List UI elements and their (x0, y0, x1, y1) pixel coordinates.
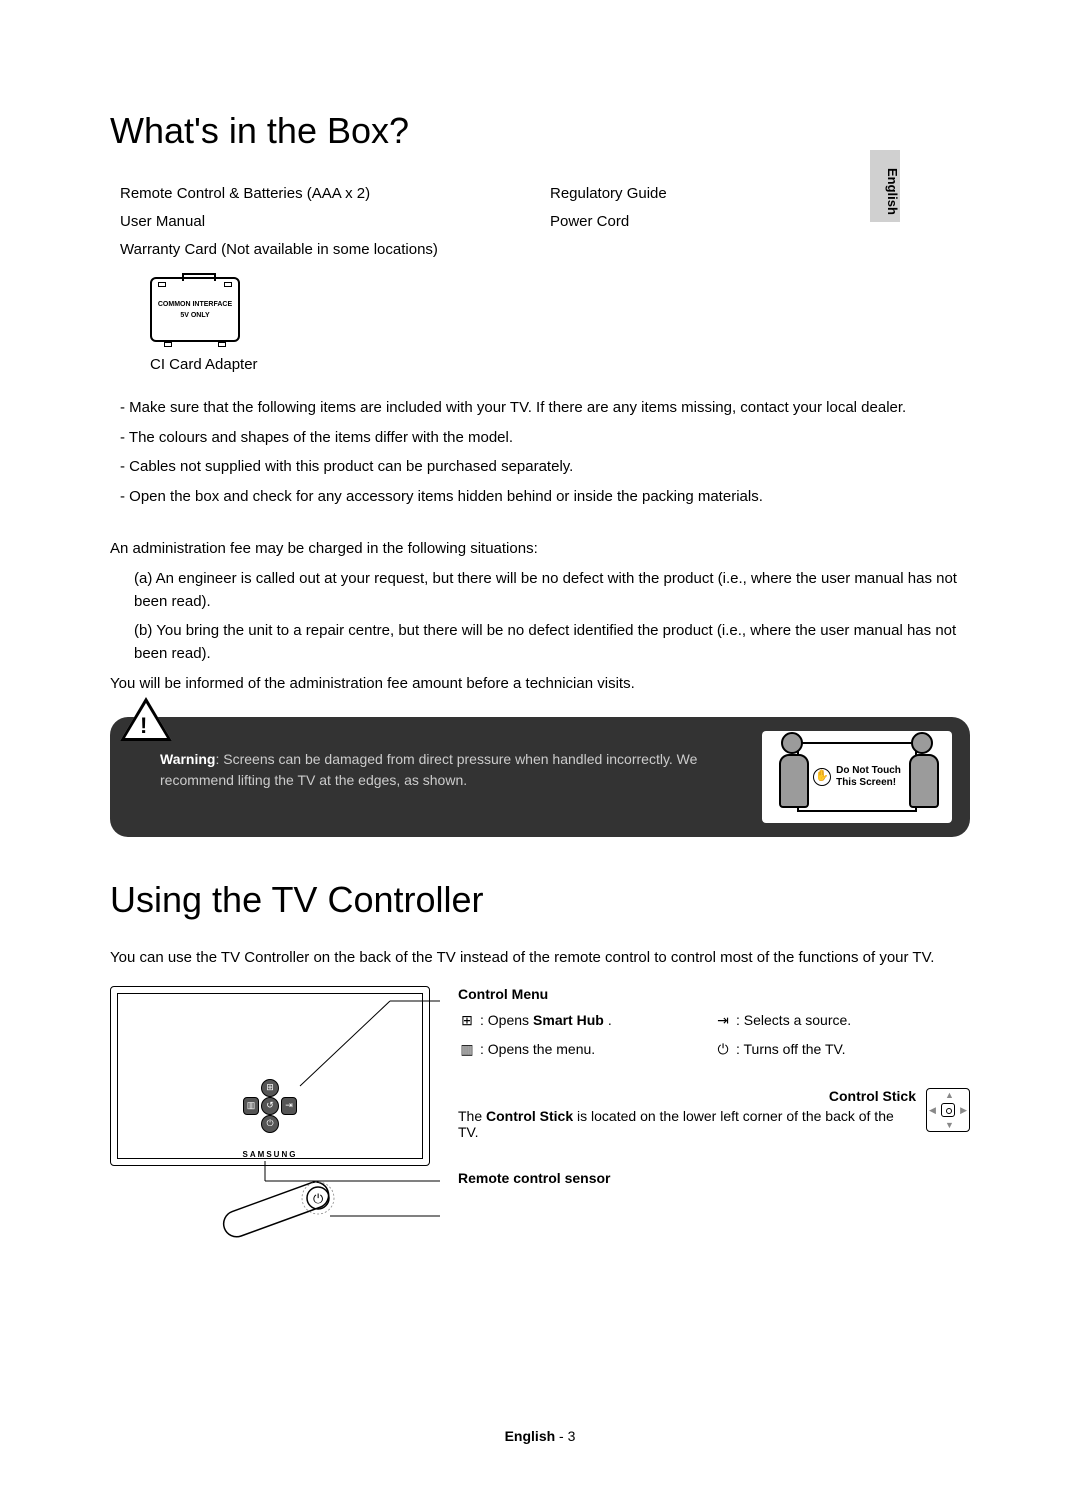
admin-fee-intro: An administration fee may be charged in … (110, 537, 970, 560)
box-item: Regulatory Guide (540, 180, 970, 208)
ci-card-line2: 5V ONLY (180, 310, 209, 321)
warning-callout: ! Warning: Screens can be damaged from d… (110, 717, 970, 837)
tv-carry-icon: ✋ Do Not Touch This Screen! (797, 742, 917, 812)
note-item: Open the box and check for any accessory… (110, 484, 970, 510)
source-button-icon: ⇥ (281, 1097, 297, 1115)
box-item: Power Cord (540, 208, 970, 236)
menu-icon: ▥ (458, 1041, 476, 1058)
person-right-icon (911, 732, 933, 754)
footer-language: English (505, 1428, 556, 1444)
legend-source: ⇥ : Selects a source. (714, 1012, 970, 1029)
heading-tv-controller: Using the TV Controller (110, 879, 970, 921)
admin-fee-outro: You will be informed of the administrati… (110, 672, 970, 695)
remote-sensor-label: Remote control sensor (458, 1170, 970, 1186)
note-item: Cables not supplied with this product ca… (110, 454, 970, 480)
warning-body: : Screens can be damaged from direct pre… (160, 751, 697, 788)
note-item: Make sure that the following items are i… (110, 395, 970, 421)
ci-card-illustration: COMMON INTERFACE 5V ONLY (150, 277, 970, 342)
smarthub-icon: ⊞ (458, 1012, 476, 1029)
tv-screen-icon: ⊞ ▥ ↺ ⇥ ⏻ SAMSUNG (110, 986, 430, 1166)
legend-menu: ▥ : Opens the menu. (458, 1041, 714, 1058)
box-contents-right: Regulatory Guide Power Cord (540, 180, 970, 263)
box-contents-columns: Remote Control & Batteries (AAA x 2) Use… (110, 180, 970, 263)
source-icon: ⇥ (714, 1012, 732, 1029)
admin-fee-block: An administration fee may be charged in … (110, 537, 970, 695)
warning-label: Warning (160, 751, 215, 767)
no-touch-hand-icon: ✋ (813, 768, 831, 786)
warning-text: Warning: Screens can be damaged from dir… (160, 749, 770, 791)
illust-line1: Do Not Touch (836, 765, 901, 777)
heading-whats-in-box: What's in the Box? (110, 110, 970, 152)
control-menu-title: Control Menu (458, 986, 970, 1002)
control-menu-grid: ⊞ : Opens Smart Hub. ⇥ : Selects a sourc… (458, 1012, 970, 1058)
power-button-icon: ⏻ (261, 1115, 279, 1133)
ci-card-line1: COMMON INTERFACE (158, 299, 232, 310)
warning-illustration: ✋ Do Not Touch This Screen! (762, 731, 952, 823)
box-contents-left: Remote Control & Batteries (AAA x 2) Use… (110, 180, 540, 263)
box-item: User Manual (110, 208, 540, 236)
warning-exclamation-icon: ! (140, 713, 147, 739)
controller-diagram: ⊞ ▥ ↺ ⇥ ⏻ SAMSUNG ⏻ (110, 986, 970, 1276)
control-stick-block: Control Stick The Control Stick is locat… (458, 1088, 970, 1140)
person-left-icon (781, 732, 803, 754)
power-icon: ⏻ (714, 1041, 732, 1058)
control-button-cluster-icon: ⊞ ▥ ↺ ⇥ ⏻ (241, 1079, 299, 1133)
svg-text:⏻: ⏻ (313, 1191, 323, 1206)
control-stick-icon: ▲ ▼ ◀ ▶ (926, 1088, 970, 1132)
legend-smarthub: ⊞ : Opens Smart Hub. (458, 1012, 714, 1029)
admin-fee-b: (b) You bring the unit to a repair centr… (110, 619, 970, 666)
box-item: Warranty Card (Not available in some loc… (110, 236, 540, 264)
legend-power: ⏻ : Turns off the TV. (714, 1041, 970, 1058)
remote-control-icon: ⏻ (210, 1176, 360, 1261)
page-footer: English - 3 (0, 1428, 1080, 1444)
ci-card-caption: CI Card Adapter (150, 356, 970, 373)
note-item: The colours and shapes of the items diff… (110, 425, 970, 451)
control-stick-title: Control Stick (458, 1088, 916, 1104)
illust-line2: This Screen! (836, 777, 901, 789)
tv-brand-label: SAMSUNG (111, 1150, 429, 1159)
admin-fee-a: (a) An engineer is called out at your re… (110, 567, 970, 614)
control-stick-text: The Control Stick is located on the lowe… (458, 1108, 916, 1140)
tv-back-illustration: ⊞ ▥ ↺ ⇥ ⏻ SAMSUNG ⏻ (110, 986, 440, 1276)
menu-button-icon: ▥ (243, 1097, 259, 1115)
ci-card-box-icon: COMMON INTERFACE 5V ONLY (150, 277, 240, 342)
center-button-icon: ↺ (261, 1097, 279, 1115)
footer-page-number: 3 (568, 1428, 576, 1444)
language-tab: English (870, 150, 900, 222)
smarthub-button-icon: ⊞ (261, 1079, 279, 1097)
controller-intro-text: You can use the TV Controller on the bac… (110, 949, 970, 966)
notes-list: Make sure that the following items are i… (110, 395, 970, 509)
controller-legend: Control Menu ⊞ : Opens Smart Hub. ⇥ : Se… (440, 986, 970, 1276)
box-item: Remote Control & Batteries (AAA x 2) (110, 180, 540, 208)
